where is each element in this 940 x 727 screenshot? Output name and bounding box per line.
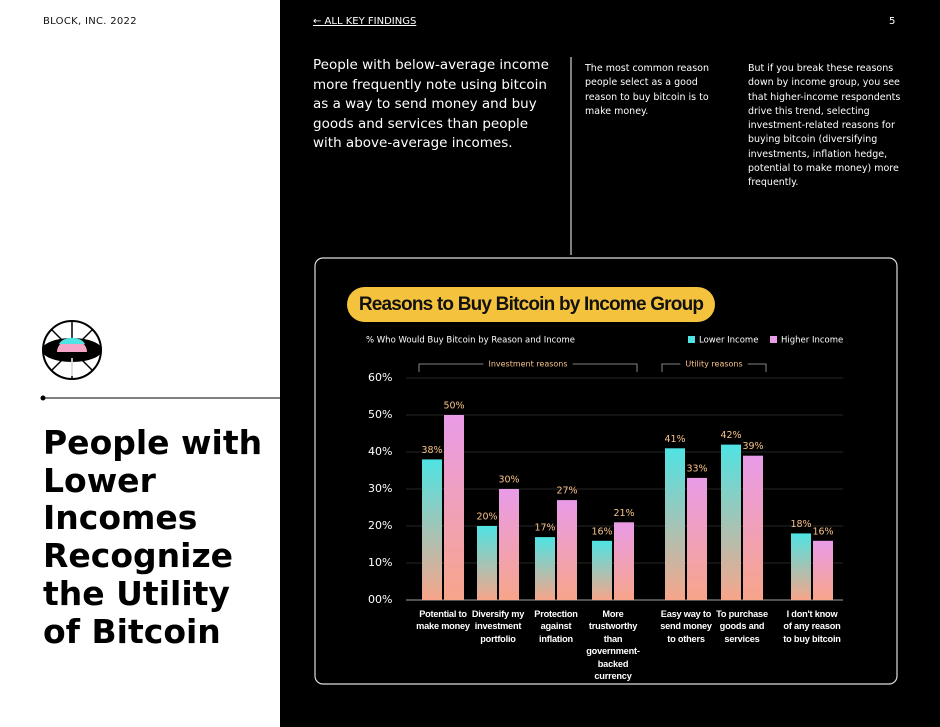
y-tick-label: 00%: [368, 593, 392, 606]
bar: [592, 540, 612, 600]
bar: [477, 526, 497, 600]
heading: People with Lower Incomes Recognize the …: [43, 423, 263, 651]
chart-subtitle: % Who Would Buy Bitcoin by Reason and In…: [366, 336, 575, 346]
bar: [422, 459, 442, 600]
bar: [557, 500, 577, 600]
y-tick-label: 30%: [368, 482, 392, 495]
legend-label: Higher Income: [781, 336, 843, 346]
bar: [687, 477, 707, 600]
value-label: 50%: [443, 401, 464, 412]
value-label: 27%: [556, 486, 577, 497]
group-label: Utility reasons: [685, 360, 742, 369]
value-label: 38%: [421, 445, 442, 456]
bar: [665, 448, 685, 600]
y-tick-label: 40%: [368, 445, 392, 458]
bar: [791, 533, 811, 600]
bar: [499, 489, 519, 600]
title-pill: [347, 287, 715, 322]
value-label: 21%: [613, 508, 634, 519]
value-label: 30%: [498, 475, 519, 486]
x-tick-label: Potential to make money: [416, 609, 470, 632]
bar: [614, 522, 634, 600]
y-tick-label: 10%: [368, 556, 392, 569]
value-label: 17%: [534, 523, 555, 534]
column-text: But if you break these reasons down by i…: [748, 63, 901, 189]
x-tick-label: Diversify my investment portfolio: [471, 609, 525, 644]
back-link[interactable]: ← ALL KEY FINDINGS: [313, 16, 417, 27]
legend-swatch: [770, 336, 777, 343]
x-tick-label: More trustworthy than government-backed …: [586, 609, 640, 682]
value-label: 39%: [742, 441, 763, 452]
value-label: 18%: [790, 519, 811, 530]
dot: [40, 395, 46, 401]
brand: BLOCK, INC. 2022: [43, 16, 137, 27]
value-label: 42%: [720, 430, 741, 441]
value-label: 16%: [812, 526, 833, 537]
value-label: 20%: [476, 512, 497, 523]
y-tick-label: 60%: [368, 371, 392, 384]
bar: [813, 540, 833, 600]
value-label: 16%: [591, 526, 612, 537]
column-text: The most common reason people select as …: [585, 63, 709, 117]
page-number: 5: [889, 16, 896, 27]
group-label-bg: [483, 358, 573, 370]
x-tick-label: Easy way to send money to others: [660, 609, 712, 644]
group-label-bg: [680, 358, 748, 370]
group-label: Investment reasons: [488, 360, 567, 369]
legend-label: Lower Income: [699, 336, 758, 346]
y-tick-label: 20%: [368, 519, 392, 532]
value-label: 33%: [686, 463, 707, 474]
bar: [721, 444, 741, 600]
bar: [444, 415, 464, 600]
x-tick-label: To purchase goods and services: [716, 609, 768, 644]
x-tick-label: I don't know of any reason to buy bitcoi…: [783, 609, 841, 644]
icon: [42, 320, 102, 380]
y-tick-label: 50%: [368, 408, 392, 421]
legend-swatch: [688, 336, 695, 343]
x-tick-label: Protection against inflation: [534, 609, 578, 644]
value-label: 41%: [664, 434, 685, 445]
chart-title: Reasons to Buy Bitcoin by Income Group: [359, 294, 704, 315]
bar: [743, 455, 763, 600]
bar: [535, 537, 555, 600]
lead-text: People with below-average income more fr…: [313, 57, 549, 151]
